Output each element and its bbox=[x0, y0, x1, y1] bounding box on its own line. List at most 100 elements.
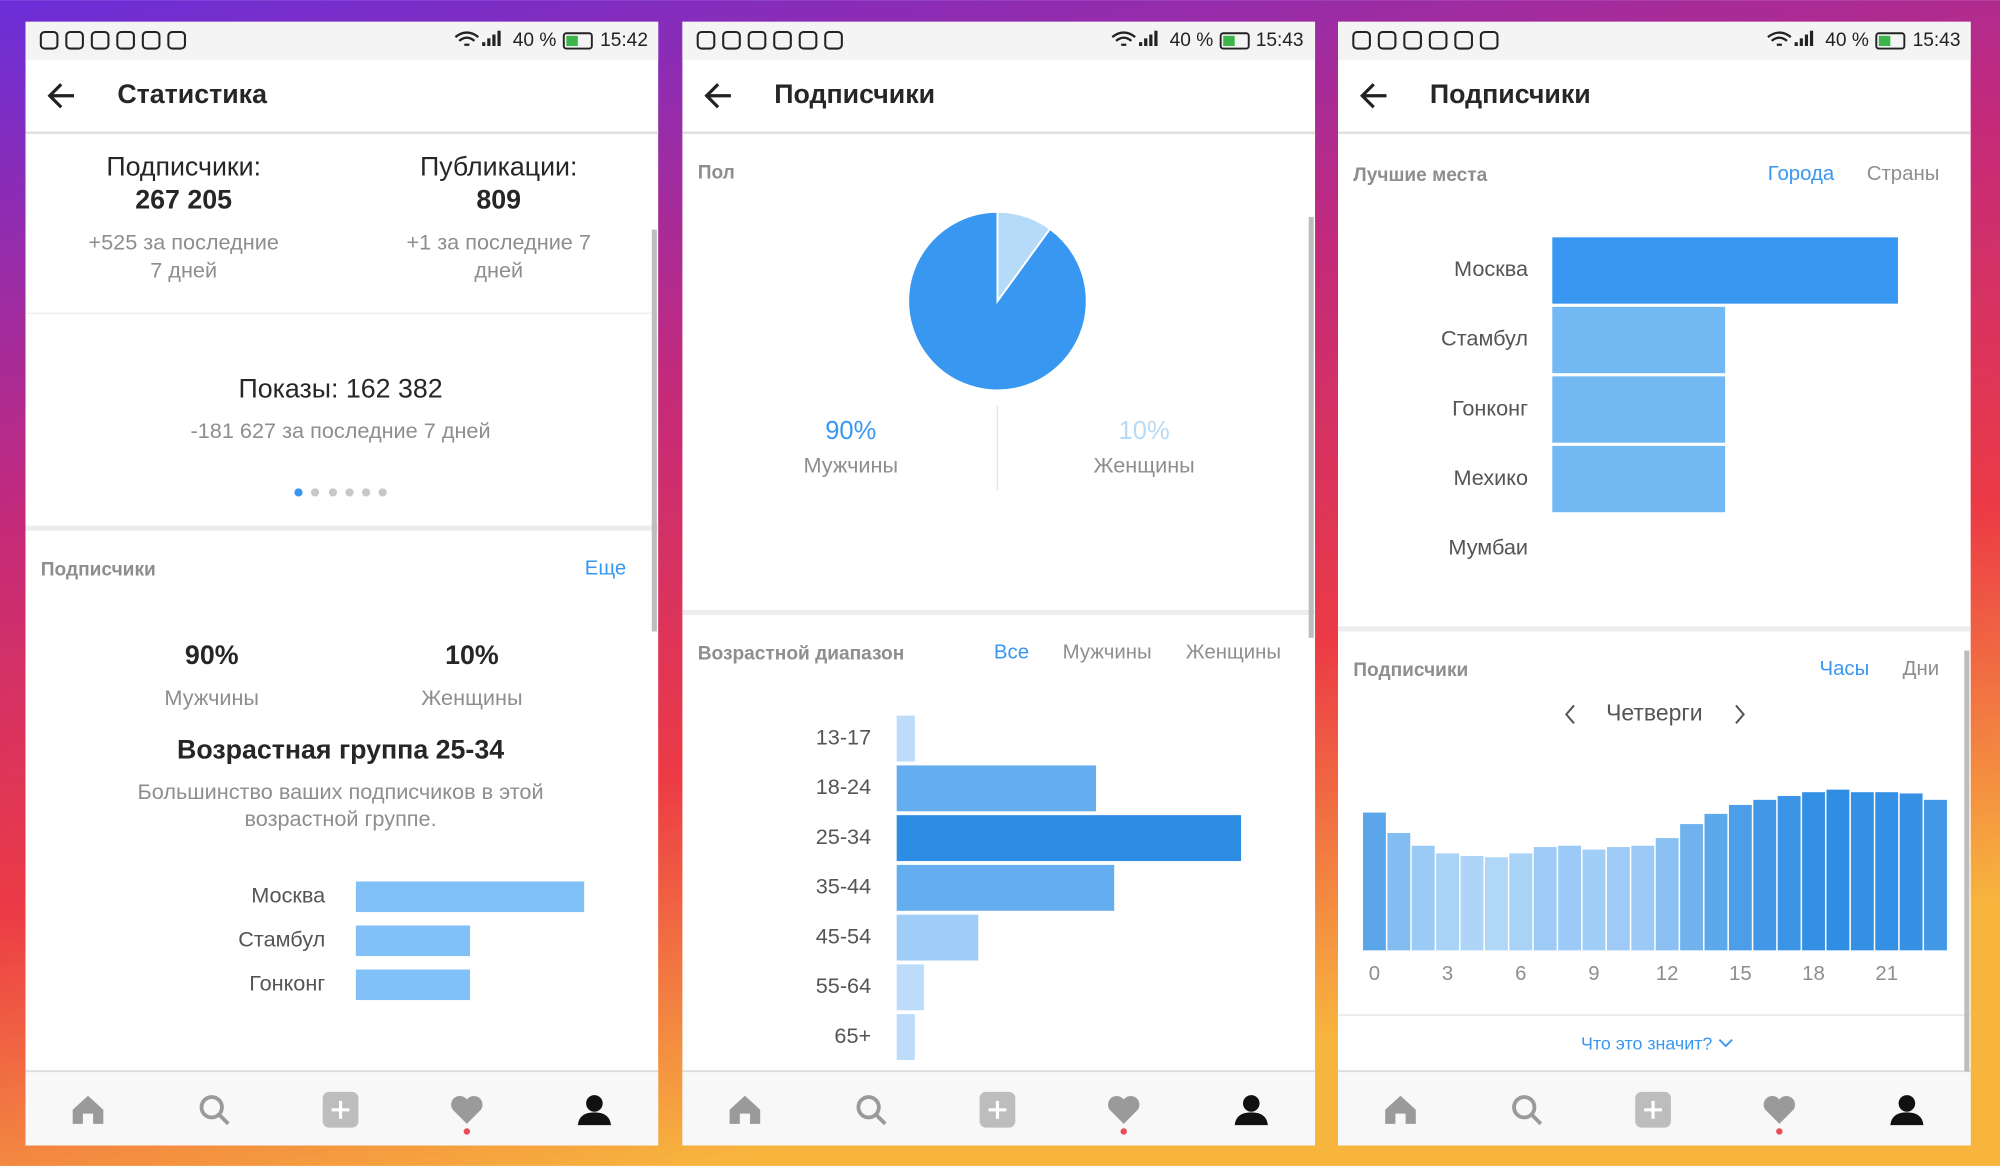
stat-value: 809 bbox=[476, 185, 521, 215]
column bbox=[1460, 855, 1484, 951]
pie-label: Мужчины bbox=[803, 453, 898, 478]
header-border bbox=[682, 131, 1316, 135]
column bbox=[1875, 792, 1899, 951]
nav-search-handle bbox=[218, 1113, 230, 1126]
battery-text: 40 % bbox=[513, 30, 557, 51]
wifi-icon bbox=[1111, 31, 1136, 46]
pager-dot bbox=[361, 488, 371, 497]
status-icon bbox=[1454, 30, 1473, 50]
bar-label: 55-64 bbox=[816, 973, 871, 998]
period-arrows[interactable] bbox=[1564, 704, 1745, 724]
status-bar bbox=[25, 21, 659, 61]
status-icon bbox=[65, 30, 84, 50]
section-title: Подписчики bbox=[1353, 660, 1468, 681]
status-bar bbox=[682, 21, 1316, 61]
x-tick-label: 15 bbox=[1729, 963, 1752, 985]
pie-label: Женщины bbox=[1094, 453, 1195, 478]
status-icon bbox=[696, 30, 716, 50]
column bbox=[1387, 833, 1411, 951]
x-tick-label: 21 bbox=[1875, 963, 1898, 985]
x-tick-label: 0 bbox=[1369, 963, 1380, 985]
tab[interactable]: Часы bbox=[1819, 658, 1869, 680]
pager-dot bbox=[294, 488, 303, 497]
pie-value: 10% bbox=[1119, 417, 1170, 445]
signal-bar bbox=[1794, 42, 1798, 47]
nav-heart-dot bbox=[463, 1128, 471, 1135]
tab[interactable]: Страны bbox=[1867, 163, 1940, 185]
nav-home[interactable] bbox=[1385, 1095, 1416, 1124]
nav-profile-body bbox=[577, 1112, 611, 1126]
stat-value: 267 205 bbox=[135, 185, 232, 215]
separator bbox=[25, 525, 659, 531]
nav-search[interactable] bbox=[199, 1095, 224, 1120]
pie-value: 90% bbox=[825, 417, 876, 445]
status-icon bbox=[1352, 30, 1371, 50]
battery-text: 40 % bbox=[1170, 30, 1214, 51]
column bbox=[1363, 812, 1386, 951]
tab[interactable]: Города bbox=[1768, 163, 1835, 185]
bar-label: 18-24 bbox=[816, 774, 871, 799]
nav-add-plus bbox=[1644, 1100, 1662, 1119]
battery bbox=[1219, 32, 1250, 50]
time: 15:43 bbox=[1913, 30, 1961, 51]
bar bbox=[896, 864, 1115, 911]
pager-dot bbox=[378, 488, 387, 497]
nav-profile[interactable] bbox=[586, 1095, 603, 1112]
nav-heart[interactable] bbox=[451, 1096, 483, 1124]
section-title: Возрастной диапазон bbox=[698, 643, 905, 664]
bar bbox=[896, 964, 924, 1011]
signal-bar bbox=[1154, 30, 1158, 47]
column bbox=[1533, 847, 1557, 951]
tab[interactable]: Женщины bbox=[1186, 642, 1281, 664]
bar bbox=[355, 881, 585, 913]
age-text: Большинство ваших подписчиков в этой bbox=[138, 779, 544, 804]
gender-label: Мужчины bbox=[164, 685, 259, 710]
nav-search[interactable] bbox=[1512, 1095, 1537, 1120]
nav-heart[interactable] bbox=[1763, 1096, 1796, 1124]
status-icon bbox=[167, 30, 186, 50]
nav-border bbox=[25, 1070, 659, 1073]
status-icon bbox=[747, 30, 767, 50]
nav-profile[interactable] bbox=[1898, 1095, 1916, 1112]
status-icon bbox=[1377, 30, 1397, 50]
tab[interactable]: Все bbox=[994, 642, 1029, 664]
more-link[interactable]: Еще bbox=[585, 557, 627, 579]
nav-home[interactable] bbox=[729, 1095, 761, 1124]
tab[interactable]: Мужчины bbox=[1063, 642, 1152, 664]
column bbox=[1558, 845, 1582, 951]
status-icon bbox=[1479, 30, 1499, 50]
nav-search[interactable] bbox=[856, 1095, 881, 1120]
tab[interactable]: Дни bbox=[1903, 658, 1939, 680]
bar bbox=[896, 715, 915, 762]
help-chevron bbox=[1718, 1038, 1733, 1048]
pager-dot bbox=[328, 488, 337, 497]
column bbox=[1777, 796, 1801, 951]
impressions: Показы: 162 382 bbox=[238, 373, 442, 403]
help-link[interactable]: Что это значит? bbox=[1581, 1033, 1712, 1053]
status-icon bbox=[90, 30, 110, 50]
screen bbox=[25, 21, 659, 1146]
bar-label: Мехико bbox=[1453, 465, 1528, 490]
signal-bar bbox=[1139, 42, 1143, 47]
status-icon bbox=[773, 30, 792, 50]
battery-level bbox=[1223, 35, 1235, 47]
status-icon bbox=[1428, 30, 1448, 50]
nav-profile[interactable] bbox=[1242, 1095, 1260, 1112]
column bbox=[1606, 847, 1630, 951]
status-icon bbox=[798, 30, 818, 50]
impressions-change: -181 627 за последние 7 дней bbox=[191, 418, 491, 443]
signal-bar bbox=[482, 42, 486, 47]
age-title: Возрастная группа 25-34 bbox=[177, 734, 504, 764]
pager-dot bbox=[345, 488, 354, 497]
column bbox=[1753, 799, 1777, 951]
column bbox=[1509, 853, 1533, 951]
header-title: Подписчики bbox=[1430, 79, 1591, 109]
header-title: Подписчики bbox=[774, 79, 935, 109]
age-text: возрастной группе. bbox=[244, 806, 436, 831]
time: 15:43 bbox=[1256, 30, 1304, 51]
nav-heart[interactable] bbox=[1108, 1096, 1140, 1124]
back-arrow bbox=[47, 83, 74, 109]
bar bbox=[1552, 237, 1898, 304]
separator bbox=[682, 609, 1316, 615]
